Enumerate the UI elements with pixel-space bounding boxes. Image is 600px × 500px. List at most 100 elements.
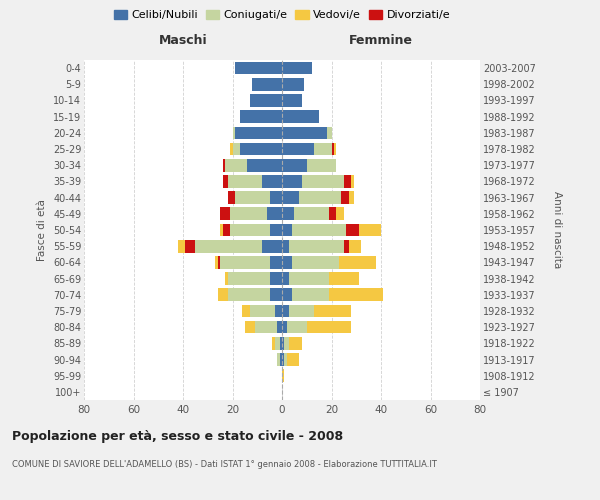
Bar (269, 256, 282, 268)
Text: COMUNE DI SAVIORE DELL'ADAMELLO (BS) - Dati ISTAT 1° gennaio 2008 - Elaborazione: COMUNE DI SAVIORE DELL'ADAMELLO (BS) - D… (12, 460, 437, 469)
Bar (292, 224, 346, 236)
Bar (284, 353, 287, 366)
Text: Popolazione per età, sesso e stato civile - 2008: Popolazione per età, sesso e stato civil… (12, 430, 343, 443)
Bar (235, 126, 282, 139)
Bar (339, 256, 376, 268)
Bar (282, 321, 287, 334)
Bar (337, 208, 344, 220)
Bar (344, 175, 352, 188)
Bar (225, 159, 247, 172)
Bar (275, 337, 280, 349)
Bar (282, 337, 284, 349)
Bar (178, 240, 185, 252)
Bar (223, 224, 230, 236)
Bar (255, 321, 277, 334)
Bar (282, 353, 284, 366)
Bar (227, 272, 269, 285)
Bar (289, 337, 302, 349)
Bar (223, 159, 225, 172)
Bar (242, 304, 250, 318)
Bar (218, 256, 220, 268)
Bar (250, 94, 282, 107)
Bar (282, 288, 292, 301)
Bar (334, 142, 337, 156)
Bar (292, 256, 339, 268)
Bar (289, 304, 314, 318)
Bar (287, 321, 307, 334)
Bar (269, 288, 282, 301)
Bar (215, 256, 218, 268)
Bar (269, 224, 282, 236)
Bar (245, 321, 255, 334)
Bar (307, 321, 352, 334)
Bar (282, 62, 312, 74)
Bar (277, 321, 282, 334)
Bar (247, 159, 282, 172)
Bar (233, 126, 235, 139)
Bar (235, 62, 282, 74)
Bar (344, 240, 349, 252)
Bar (282, 208, 295, 220)
Bar (282, 175, 302, 188)
Bar (287, 353, 299, 366)
Bar (289, 240, 344, 252)
Bar (282, 159, 307, 172)
Bar (307, 159, 337, 172)
Bar (329, 208, 337, 220)
Bar (223, 175, 227, 188)
Bar (326, 126, 331, 139)
Bar (282, 192, 299, 204)
Bar (280, 337, 282, 349)
Bar (280, 353, 282, 366)
Bar (349, 240, 361, 252)
Bar (227, 192, 235, 204)
Y-axis label: Fasce di età: Fasce di età (37, 199, 47, 261)
Bar (292, 288, 329, 301)
Bar (220, 256, 269, 268)
Bar (240, 142, 282, 156)
Bar (331, 142, 334, 156)
Bar (230, 208, 267, 220)
Bar (262, 240, 282, 252)
Bar (329, 272, 359, 285)
Bar (295, 208, 329, 220)
Bar (299, 192, 341, 204)
Bar (282, 304, 289, 318)
Bar (272, 337, 275, 349)
Bar (233, 142, 240, 156)
Bar (282, 78, 304, 90)
Bar (282, 240, 289, 252)
Bar (282, 370, 284, 382)
Bar (240, 110, 282, 123)
Bar (277, 353, 280, 366)
Bar (341, 192, 349, 204)
Bar (282, 94, 302, 107)
Legend: Celibi/Nubili, Coniugati/e, Vedovi/e, Divorziati/e: Celibi/Nubili, Coniugati/e, Vedovi/e, Di… (109, 6, 455, 25)
Text: Femmine: Femmine (349, 34, 413, 48)
Y-axis label: Anni di nascita: Anni di nascita (553, 192, 562, 268)
Bar (346, 224, 359, 236)
Bar (269, 272, 282, 285)
Bar (352, 175, 354, 188)
Bar (250, 304, 275, 318)
Bar (262, 175, 282, 188)
Bar (220, 208, 230, 220)
Bar (282, 224, 292, 236)
Bar (282, 256, 292, 268)
Bar (269, 192, 282, 204)
Bar (196, 240, 262, 252)
Bar (314, 304, 352, 318)
Bar (235, 192, 269, 204)
Bar (253, 78, 282, 90)
Bar (267, 208, 282, 220)
Bar (230, 142, 233, 156)
Bar (359, 224, 381, 236)
Bar (314, 142, 331, 156)
Bar (227, 175, 262, 188)
Bar (284, 337, 289, 349)
Bar (282, 142, 314, 156)
Bar (225, 272, 227, 285)
Bar (275, 304, 282, 318)
Bar (329, 288, 383, 301)
Bar (349, 192, 354, 204)
